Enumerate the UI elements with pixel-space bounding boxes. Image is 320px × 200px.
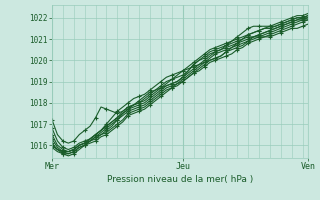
X-axis label: Pression niveau de la mer( hPa ): Pression niveau de la mer( hPa ) — [107, 175, 253, 184]
